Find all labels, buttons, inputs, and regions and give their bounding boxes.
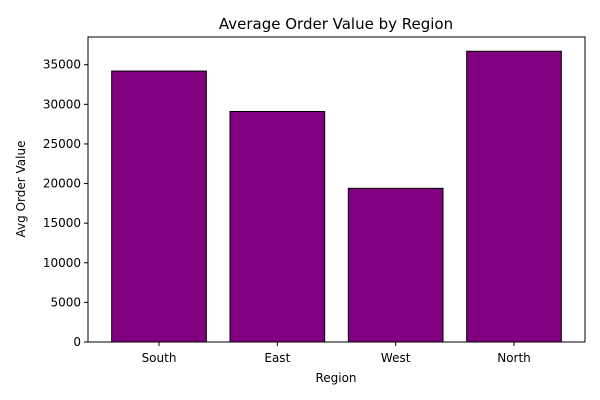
x-axis-ticks: South East West North	[142, 342, 531, 365]
y-tick-label: 10000	[43, 256, 81, 270]
bar-east	[229, 110, 326, 343]
y-tick-label: 25000	[43, 137, 81, 151]
y-tick-label: 30000	[43, 97, 81, 111]
y-tick-label: 15000	[43, 216, 81, 230]
bars-group	[111, 50, 562, 343]
y-axis-label: Avg Order Value	[14, 141, 28, 238]
y-tick-label: 35000	[43, 58, 81, 72]
y-tick-label: 20000	[43, 177, 81, 191]
x-tick-label: South	[142, 351, 177, 365]
y-tick-label: 5000	[50, 295, 81, 309]
bar-west	[347, 187, 444, 343]
y-axis-ticks: 0 5000 10000 15000 20000 25000 30000 35000	[43, 58, 88, 349]
bar-south	[111, 70, 207, 343]
x-tick-label: North	[497, 351, 531, 365]
x-tick-label: East	[264, 351, 290, 365]
y-tick-label: 0	[73, 335, 81, 349]
x-tick-label: West	[381, 351, 411, 365]
chart-title: Average Order Value by Region	[219, 15, 453, 33]
bar-north	[466, 50, 562, 343]
x-axis-label: Region	[315, 371, 356, 385]
plot-frame	[87, 36, 586, 343]
